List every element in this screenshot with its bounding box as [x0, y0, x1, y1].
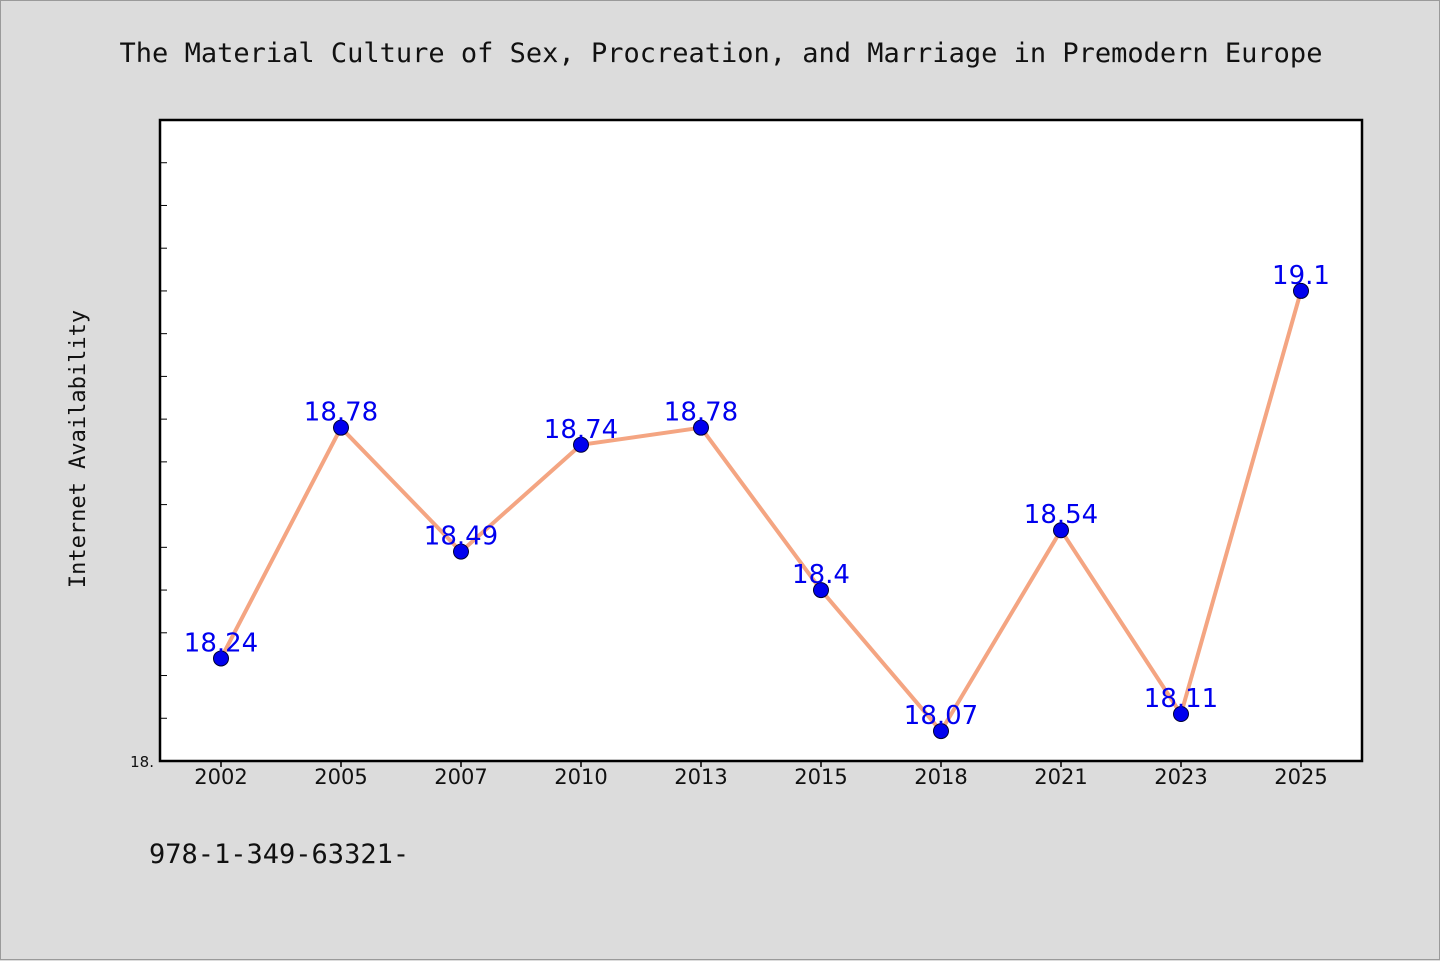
data-label-2023: 18.11 [1144, 684, 1218, 714]
data-label-2013: 18.78 [664, 398, 738, 428]
data-point-2015 [813, 582, 829, 599]
data-labels: 18.24 18.78 18.49 18.74 18.78 18.4 18.07 18.54 1… [184, 261, 1330, 731]
series-line [219, 288, 1303, 734]
data-label-2021: 18.54 [1024, 500, 1098, 530]
x-axis-ticks [220, 761, 1302, 767]
footer-isbn: 978-1-349-63321- [149, 839, 409, 870]
y-axis-label: Internet Availability [66, 310, 91, 588]
data-label-2002: 18.24 [184, 628, 258, 658]
y-axis-ticks [160, 119, 167, 762]
x-tick-label-2018: 2018 [914, 765, 967, 789]
x-tick-label-2015: 2015 [794, 765, 847, 789]
data-point-2021 [1053, 522, 1069, 539]
data-label-2007: 18.49 [424, 522, 498, 552]
data-point-2002 [213, 650, 229, 667]
y-tick-label: 18. [130, 753, 154, 771]
x-tick-label-2007: 2007 [434, 765, 487, 789]
data-markers [213, 282, 1309, 740]
data-label-2015: 18.4 [792, 560, 850, 590]
data-label-2005: 18.78 [304, 398, 378, 428]
x-tick-label-2021: 2021 [1034, 765, 1087, 789]
x-tick-label-2013: 2013 [674, 765, 727, 789]
x-tick-label-2010: 2010 [554, 765, 607, 789]
data-point-2023 [1173, 705, 1189, 722]
data-label-2010: 18.74 [544, 415, 618, 445]
x-tick-label-2025: 2025 [1274, 765, 1327, 789]
data-point-2025 [1293, 282, 1309, 299]
plot-area [158, 118, 1364, 763]
data-point-2007 [453, 543, 469, 560]
x-tick-label-2023: 2023 [1154, 765, 1207, 789]
data-point-2013 [693, 419, 709, 436]
data-label-2025: 19.1 [1272, 261, 1330, 291]
data-point-2005 [333, 419, 349, 436]
data-label-2018: 18.07 [904, 701, 978, 731]
chart-title: The Material Culture of Sex, Procreation… [120, 38, 1323, 69]
x-tick-label-2002: 2002 [194, 765, 247, 789]
data-point-2018 [933, 723, 949, 740]
data-point-2010 [573, 436, 589, 453]
x-axis-labels: 2002 2005 2007 2010 2013 2015 2018 2021 2023 2025 [194, 765, 1327, 789]
x-tick-label-2005: 2005 [314, 765, 367, 789]
